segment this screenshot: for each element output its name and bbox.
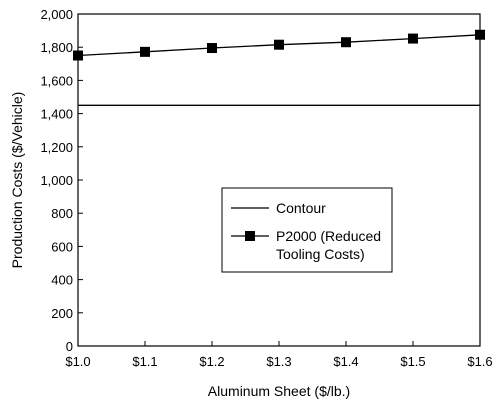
y-tick-label: 2,000 — [40, 7, 73, 22]
data-point — [73, 50, 83, 61]
legend: Contour P2000 (Reduced Tooling Costs) — [221, 187, 393, 273]
data-point — [140, 46, 150, 57]
legend-contour-label: Contour — [276, 200, 326, 216]
y-tick-label: 400 — [51, 273, 73, 288]
data-point — [408, 33, 418, 44]
data-point — [207, 43, 217, 54]
x-axis: $1.0 $1.1 $1.2 $1.3 $1.4 $1.5 $1.6 — [65, 341, 493, 369]
y-tick-label: 1,200 — [40, 140, 73, 155]
x-tick-label: $1.5 — [400, 354, 425, 369]
x-tick-label: $1.6 — [467, 354, 492, 369]
x-tick-label: $1.0 — [65, 354, 90, 369]
y-tick-label: 1,600 — [40, 73, 73, 88]
y-axis: 0 200 400 600 800 1,000 1,200 1,400 1,600 1,800 2,… — [40, 7, 83, 354]
legend-p2000-label-line1: P2000 (Reduced — [276, 228, 381, 244]
x-tick-label: $1.2 — [199, 354, 224, 369]
legend-p2000-marker — [245, 231, 255, 241]
legend-box — [221, 187, 393, 273]
plot-frame — [77, 13, 481, 347]
y-tick-label: 600 — [51, 239, 73, 254]
legend-p2000-label-line2: Tooling Costs) — [276, 246, 365, 262]
data-point — [475, 29, 485, 40]
x-tick-label: $1.4 — [333, 354, 358, 369]
y-tick-label: 800 — [51, 206, 73, 221]
data-point — [274, 39, 284, 50]
x-axis-title: Aluminum Sheet ($/lb.) — [208, 383, 350, 399]
series-layer — [73, 29, 485, 106]
x-tick-label: $1.3 — [266, 354, 291, 369]
y-axis-title: Production Costs ($/Vehicle) — [9, 92, 25, 269]
y-tick-label: 1,400 — [40, 107, 73, 122]
y-tick-label: 1,800 — [40, 40, 73, 55]
x-tick-label: $1.1 — [132, 354, 157, 369]
data-point — [341, 37, 351, 48]
y-tick-label: 0 — [66, 339, 73, 354]
y-tick-label: 1,000 — [40, 173, 73, 188]
y-tick-label: 200 — [51, 306, 73, 321]
